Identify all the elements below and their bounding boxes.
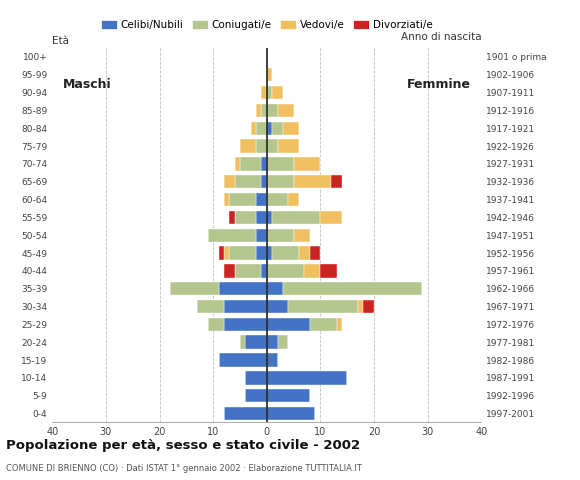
Bar bbox=[278, 336, 288, 349]
Bar bbox=[267, 68, 272, 82]
Bar bbox=[262, 86, 267, 99]
Bar bbox=[267, 371, 347, 384]
Bar bbox=[229, 211, 234, 224]
Bar bbox=[224, 264, 234, 277]
Text: Popolazione per età, sesso e stato civile - 2002: Popolazione per età, sesso e stato civil… bbox=[6, 439, 360, 452]
Bar bbox=[262, 104, 267, 117]
Bar bbox=[197, 300, 224, 313]
Bar bbox=[251, 121, 256, 135]
Bar bbox=[234, 211, 256, 224]
Bar bbox=[267, 157, 293, 170]
Bar bbox=[293, 175, 331, 189]
Text: COMUNE DI BRIENNO (CO) · Dati ISTAT 1° gennaio 2002 · Elaborazione TUTTITALIA.IT: COMUNE DI BRIENNO (CO) · Dati ISTAT 1° g… bbox=[6, 464, 362, 473]
Bar bbox=[267, 264, 304, 277]
Bar bbox=[267, 282, 283, 295]
Text: Maschi: Maschi bbox=[63, 77, 111, 91]
Bar bbox=[358, 300, 363, 313]
Bar bbox=[293, 157, 320, 170]
Bar bbox=[293, 228, 310, 242]
Bar bbox=[219, 353, 267, 367]
Bar bbox=[272, 246, 299, 260]
Bar bbox=[229, 193, 256, 206]
Bar bbox=[224, 407, 267, 420]
Bar bbox=[299, 246, 310, 260]
Bar bbox=[336, 318, 342, 331]
Bar bbox=[272, 86, 283, 99]
Bar bbox=[267, 246, 272, 260]
Bar bbox=[272, 121, 283, 135]
Bar bbox=[288, 193, 299, 206]
Bar bbox=[267, 121, 272, 135]
Bar bbox=[208, 318, 224, 331]
Bar bbox=[267, 336, 278, 349]
Bar bbox=[278, 139, 299, 153]
Bar bbox=[321, 264, 336, 277]
Bar bbox=[234, 264, 262, 277]
Bar bbox=[267, 86, 272, 99]
Bar bbox=[219, 282, 267, 295]
Text: Anno di nascita: Anno di nascita bbox=[401, 32, 481, 42]
Bar bbox=[262, 175, 267, 189]
Legend: Celibi/Nubili, Coniugati/e, Vedovi/e, Divorziati/e: Celibi/Nubili, Coniugati/e, Vedovi/e, Di… bbox=[97, 16, 437, 35]
Bar bbox=[267, 300, 288, 313]
Bar bbox=[240, 139, 256, 153]
Bar bbox=[256, 104, 262, 117]
Bar bbox=[256, 193, 267, 206]
Bar bbox=[240, 157, 262, 170]
Bar bbox=[321, 211, 342, 224]
Bar bbox=[245, 371, 267, 384]
Bar bbox=[267, 139, 278, 153]
Bar bbox=[224, 175, 234, 189]
Bar bbox=[256, 139, 267, 153]
Bar bbox=[267, 228, 293, 242]
Bar bbox=[224, 246, 229, 260]
Bar bbox=[283, 121, 299, 135]
Bar bbox=[219, 246, 224, 260]
Bar bbox=[240, 336, 245, 349]
Bar bbox=[224, 300, 267, 313]
Bar bbox=[171, 282, 219, 295]
Bar bbox=[224, 318, 267, 331]
Bar bbox=[267, 353, 278, 367]
Text: Femmine: Femmine bbox=[407, 77, 471, 91]
Bar bbox=[278, 104, 293, 117]
Bar bbox=[272, 211, 321, 224]
Bar bbox=[363, 300, 374, 313]
Bar bbox=[224, 193, 229, 206]
Bar bbox=[262, 157, 267, 170]
Bar bbox=[234, 157, 240, 170]
Bar bbox=[267, 104, 278, 117]
Bar bbox=[267, 389, 310, 402]
Bar bbox=[267, 193, 288, 206]
Bar bbox=[245, 389, 267, 402]
Bar bbox=[331, 175, 342, 189]
Bar bbox=[283, 282, 422, 295]
Bar bbox=[256, 211, 267, 224]
Bar bbox=[256, 121, 267, 135]
Bar bbox=[256, 246, 267, 260]
Text: Età: Età bbox=[52, 36, 69, 46]
Bar bbox=[267, 318, 310, 331]
Bar bbox=[208, 228, 256, 242]
Bar bbox=[304, 264, 321, 277]
Bar bbox=[262, 264, 267, 277]
Bar bbox=[267, 211, 272, 224]
Bar bbox=[288, 300, 358, 313]
Bar bbox=[267, 175, 293, 189]
Bar bbox=[267, 407, 315, 420]
Bar bbox=[256, 228, 267, 242]
Bar bbox=[310, 246, 321, 260]
Bar bbox=[229, 246, 256, 260]
Bar bbox=[310, 318, 336, 331]
Bar bbox=[234, 175, 262, 189]
Bar bbox=[245, 336, 267, 349]
